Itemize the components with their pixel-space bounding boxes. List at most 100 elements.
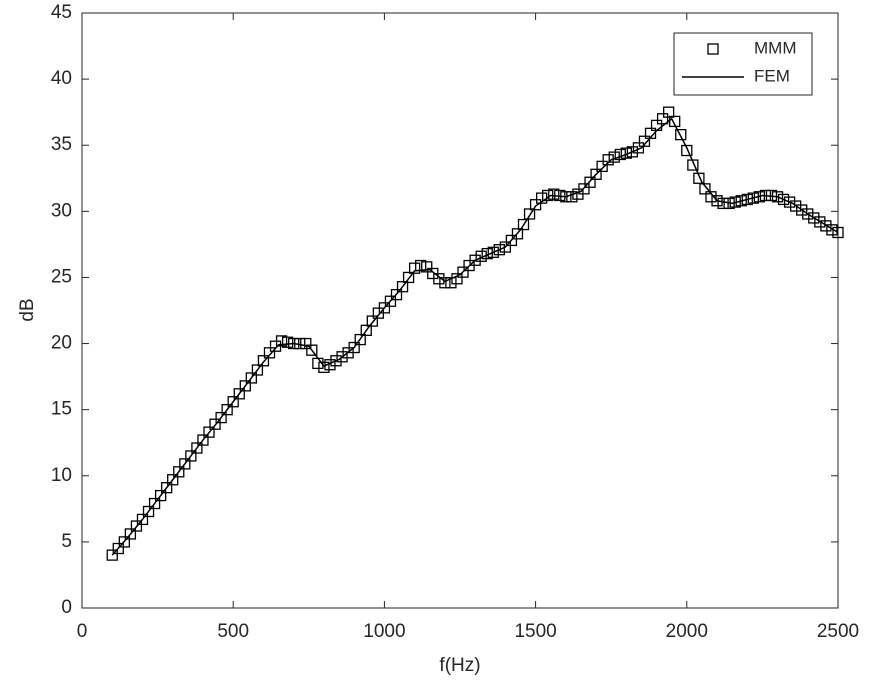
square-marker (656, 113, 669, 125)
square-marker (711, 195, 723, 207)
square-marker (433, 273, 445, 285)
square-marker (191, 442, 203, 454)
square-marker (136, 513, 149, 526)
y-tick-label: 30 (51, 200, 72, 221)
square-marker (378, 302, 391, 314)
square-marker (439, 277, 451, 289)
square-marker (511, 228, 524, 240)
y-tick-label: 15 (51, 399, 72, 420)
x-axis-label: f(Hz) (439, 655, 480, 676)
square-marker (106, 549, 118, 561)
square-marker (360, 324, 372, 336)
x-tick-label: 2500 (817, 621, 859, 642)
x-tick-label: 0 (77, 621, 88, 642)
y-tick-label: 0 (61, 597, 72, 618)
square-marker (402, 271, 415, 284)
square-marker (306, 344, 318, 356)
square-marker (366, 315, 378, 327)
square-marker (596, 160, 608, 173)
y-axis-label: dB (17, 298, 38, 321)
square-marker (161, 482, 173, 494)
square-marker (396, 281, 409, 293)
square-marker (275, 335, 288, 347)
square-marker (620, 147, 632, 159)
square-marker (112, 542, 124, 555)
square-marker (421, 261, 433, 273)
square-marker (729, 196, 741, 208)
square-marker (505, 234, 518, 247)
square-marker (783, 196, 796, 208)
square-marker (239, 380, 251, 392)
y-tick-label: 45 (51, 2, 72, 23)
square-marker (354, 333, 366, 346)
square-marker (705, 191, 717, 203)
square-marker (632, 142, 645, 154)
y-tick-label: 20 (51, 333, 72, 354)
x-tick-label: 500 (217, 621, 249, 642)
x-tick-label: 1000 (363, 621, 405, 642)
square-marker (590, 168, 602, 180)
legend-marker (707, 43, 719, 55)
square-marker (118, 536, 130, 548)
square-marker (475, 250, 487, 262)
fem-line (111, 117, 839, 556)
square-marker (318, 361, 330, 374)
square-marker (493, 244, 505, 256)
square-marker (675, 128, 687, 141)
square-marker (445, 277, 457, 289)
square-marker (221, 404, 233, 416)
square-marker (124, 528, 137, 540)
square-marker (663, 106, 675, 118)
square-marker (148, 497, 161, 510)
square-marker (717, 197, 729, 210)
square-marker (142, 505, 155, 518)
legend-label: MMM (754, 38, 796, 57)
square-marker (263, 347, 276, 359)
square-marker (197, 434, 209, 446)
square-marker (457, 266, 469, 278)
square-marker (154, 489, 167, 502)
square-marker (384, 295, 397, 307)
square-marker (469, 254, 481, 266)
square-marker (747, 192, 759, 204)
square-marker (227, 396, 239, 408)
square-marker (826, 224, 838, 236)
plot-frame (81, 12, 839, 609)
square-marker (548, 188, 560, 200)
square-marker (735, 195, 747, 207)
square-marker (251, 364, 264, 376)
square-marker (300, 337, 312, 350)
square-marker (348, 341, 360, 354)
square-marker (499, 241, 512, 253)
square-marker (584, 176, 596, 188)
square-marker (638, 135, 651, 147)
square-marker (408, 262, 421, 274)
y-tick-label: 35 (51, 134, 72, 155)
square-marker (215, 411, 227, 424)
y-tick-label: 10 (51, 465, 72, 486)
square-marker (669, 115, 681, 128)
square-marker (167, 474, 179, 486)
square-marker (130, 520, 143, 532)
square-marker (814, 216, 826, 228)
square-marker (330, 355, 342, 367)
square-marker (209, 418, 221, 430)
square-marker (203, 426, 215, 438)
square-marker (578, 183, 590, 195)
square-marker (802, 208, 814, 220)
legend-label: FEM (754, 66, 790, 85)
x-tick-label: 2000 (666, 621, 708, 642)
square-marker (390, 288, 403, 301)
y-tick-label: 40 (51, 68, 72, 89)
square-marker (693, 172, 705, 184)
square-marker (741, 193, 753, 206)
square-marker (324, 359, 336, 371)
square-marker (257, 355, 270, 367)
square-marker (681, 144, 693, 157)
legend-box (673, 32, 813, 96)
square-marker (529, 199, 542, 211)
x-tick-label: 1500 (514, 621, 556, 642)
square-marker (281, 336, 294, 348)
square-marker (487, 246, 499, 258)
